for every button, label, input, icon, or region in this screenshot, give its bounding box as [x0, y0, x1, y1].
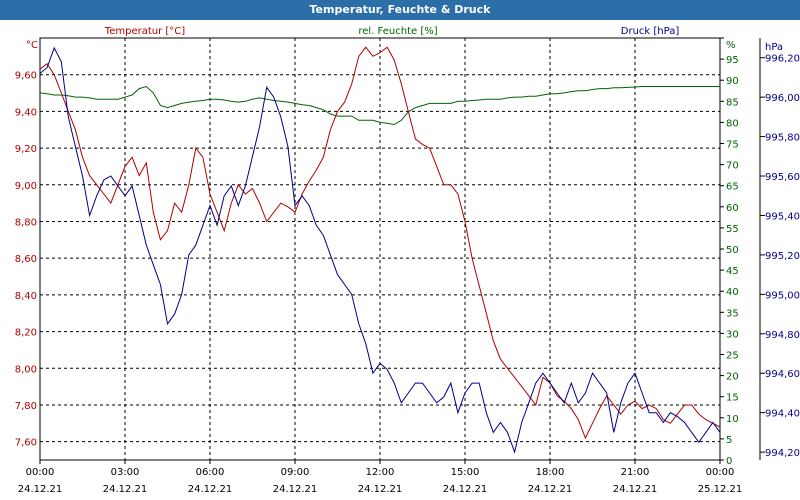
x-tick-date: 24.12.21: [358, 484, 403, 495]
x-tick-time: 06:00: [196, 467, 225, 478]
humidity-tick-label: 0: [726, 456, 732, 467]
humidity-tick-label: 25: [726, 351, 739, 362]
x-tick-time: 18:00: [536, 467, 565, 478]
pressure-tick-label: 994,80: [765, 330, 800, 341]
chart: 00:00 24.12.21 03:00 24.12.21 06:00 24.12.21 0…: [15, 26, 800, 495]
humidity-tick-label: 45: [726, 266, 739, 277]
pressure-tick-label: 994,40: [765, 409, 800, 420]
temperature-tick-label: 8,80: [15, 217, 37, 228]
humidity-tick-label: 20: [726, 372, 739, 383]
temperature-tick-label: 7,80: [15, 401, 37, 412]
humidity-tick-label: 70: [726, 161, 739, 172]
humidity-tick-label: 65: [726, 182, 739, 193]
temperature-unit-label: °C: [26, 40, 38, 51]
humidity-tick-label: 30: [726, 329, 739, 340]
chart-title: Temperatur, Feuchte & Druck: [309, 3, 491, 16]
humidity-series-label: rel. Feuchte [%]: [358, 26, 437, 37]
pressure-tick-label: 995,60: [765, 172, 800, 183]
x-tick-time: 15:00: [451, 467, 480, 478]
humidity-tick-label: 85: [726, 97, 739, 108]
temperature-tick-label: 9,00: [15, 181, 37, 192]
humidity-tick-label: 15: [726, 393, 739, 404]
pressure-tick-label: 994,20: [765, 448, 800, 459]
pressure-line: [39, 46, 721, 454]
humidity-tick-label: 55: [726, 224, 739, 235]
temperature-tick-label: 8,20: [15, 328, 37, 339]
x-tick-date: 24.12.21: [613, 484, 658, 495]
humidity-tick-label: 5: [726, 435, 732, 446]
pressure-tick-label: 994,60: [765, 369, 800, 380]
humidity-tick-label: 90: [726, 76, 739, 87]
temperature-tick-label: 9,60: [15, 71, 37, 82]
humidity-tick-label: 80: [726, 118, 739, 129]
chart-title-bar: Temperatur, Feuchte & Druck: [0, 0, 800, 20]
x-tick-date: 24.12.21: [273, 484, 318, 495]
pressure-tick-label: 995,00: [765, 290, 800, 301]
temperature-tick-label: 9,20: [15, 144, 37, 155]
x-tick-date: 25.12.21: [698, 484, 743, 495]
pressure-tick-label: 995,80: [765, 133, 800, 144]
x-tick-time: 21:00: [621, 467, 650, 478]
humidity-line: [39, 85, 720, 126]
x-tick-time: 12:00: [366, 467, 395, 478]
humidity-tick-label: 50: [726, 245, 739, 256]
temperature-series-label: Temperatur [°C]: [104, 26, 185, 37]
pressure-series-label: Druck [hPa]: [621, 26, 680, 37]
x-tick-time: 09:00: [281, 467, 310, 478]
temperature-tick-label: 8,40: [15, 291, 37, 302]
humidity-tick-label: 10: [726, 414, 739, 425]
x-tick-date: 24.12.21: [443, 484, 488, 495]
x-tick-time: 00:00: [706, 467, 735, 478]
pressure-tick-label: hPa: [765, 42, 783, 53]
pressure-tick-label: 995,40: [765, 211, 800, 222]
x-tick-date: 24.12.21: [18, 484, 63, 495]
pressure-tick-label: 995,20: [765, 251, 800, 262]
humidity-tick-label: 60: [726, 203, 739, 214]
x-tick-date: 24.12.21: [103, 484, 148, 495]
humidity-tick-label: 40: [726, 287, 739, 298]
temperature-tick-label: 8,00: [15, 364, 37, 375]
x-tick-time: 03:00: [111, 467, 140, 478]
humidity-tick-label: 35: [726, 308, 739, 319]
humidity-tick-label: %: [726, 40, 736, 51]
pressure-tick-label: 996,00: [765, 93, 800, 104]
temperature-tick-label: 7,60: [15, 438, 37, 449]
x-tick-date: 24.12.21: [528, 484, 573, 495]
humidity-tick-label: 95: [726, 55, 739, 66]
x-tick-time: 00:00: [26, 467, 55, 478]
x-tick-date: 24.12.21: [188, 484, 233, 495]
temperature-tick-label: 9,40: [15, 107, 37, 118]
humidity-tick-label: 75: [726, 140, 739, 151]
temperature-tick-label: 8,60: [15, 254, 37, 265]
pressure-tick-label: 996,20: [765, 54, 800, 65]
